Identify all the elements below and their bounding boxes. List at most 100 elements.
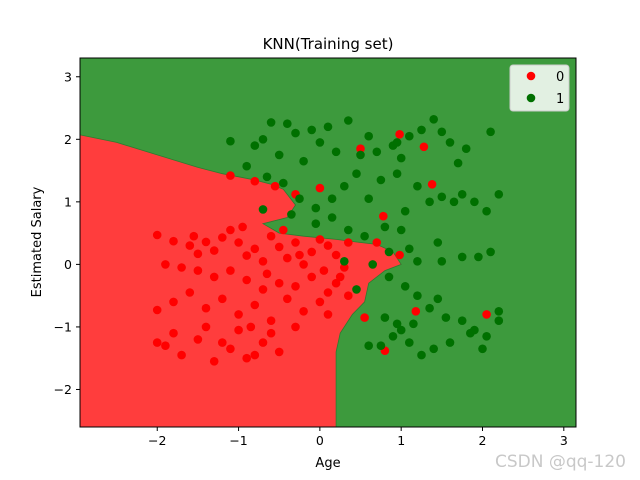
point-class-1 bbox=[376, 341, 386, 351]
point-class-0 bbox=[193, 335, 203, 344]
point-class-0 bbox=[189, 231, 199, 241]
point-class-0 bbox=[226, 344, 235, 354]
x-tick-label: −1 bbox=[229, 433, 247, 448]
point-class-0 bbox=[344, 291, 353, 301]
point-class-0 bbox=[169, 297, 178, 307]
point-class-1 bbox=[466, 328, 475, 338]
x-tick-label: 0 bbox=[316, 433, 324, 448]
point-class-1 bbox=[323, 122, 333, 132]
point-class-0 bbox=[323, 241, 333, 250]
point-class-0 bbox=[283, 253, 292, 263]
point-class-0 bbox=[250, 176, 260, 186]
point-class-1 bbox=[478, 344, 487, 354]
point-class-1 bbox=[405, 338, 414, 347]
point-class-1 bbox=[258, 135, 268, 144]
point-class-0 bbox=[295, 250, 304, 260]
point-class-1 bbox=[400, 206, 410, 216]
point-class-0 bbox=[161, 341, 170, 351]
point-class-0 bbox=[319, 266, 329, 275]
point-class-0 bbox=[323, 310, 333, 319]
legend: 01 bbox=[509, 64, 570, 112]
point-class-0 bbox=[218, 338, 227, 347]
legend-box bbox=[509, 64, 570, 112]
y-axis-ticks: −2 −1 0 1 2 3 bbox=[54, 69, 80, 397]
x-tick-label: −2 bbox=[148, 433, 166, 448]
point-class-1 bbox=[344, 225, 353, 235]
point-class-1 bbox=[457, 252, 467, 262]
point-class-1 bbox=[331, 147, 341, 157]
point-class-1 bbox=[340, 181, 349, 191]
point-class-0 bbox=[482, 310, 491, 319]
point-class-1 bbox=[474, 252, 483, 262]
y-tick-label: 2 bbox=[64, 132, 72, 147]
point-class-1 bbox=[445, 138, 455, 147]
point-class-1 bbox=[258, 205, 268, 214]
point-class-1 bbox=[409, 319, 418, 329]
point-class-1 bbox=[396, 325, 406, 335]
point-class-0 bbox=[395, 250, 404, 260]
point-class-1 bbox=[364, 341, 374, 351]
point-class-1 bbox=[494, 307, 504, 316]
point-class-0 bbox=[209, 272, 219, 282]
point-class-0 bbox=[427, 180, 437, 189]
watermark: CSDN @qq-120 bbox=[494, 452, 626, 472]
x-tick-label: 1 bbox=[397, 433, 405, 448]
point-class-1 bbox=[327, 213, 337, 222]
x-axis-ticks: −2 −1 0 1 2 3 bbox=[148, 427, 568, 448]
point-class-1 bbox=[388, 332, 398, 341]
point-class-0 bbox=[169, 236, 178, 246]
point-class-0 bbox=[315, 183, 325, 193]
point-class-0 bbox=[234, 310, 243, 319]
point-class-1 bbox=[457, 190, 467, 199]
point-class-1 bbox=[494, 316, 504, 326]
point-class-0 bbox=[234, 325, 243, 335]
point-class-0 bbox=[323, 288, 333, 297]
point-class-1 bbox=[433, 238, 443, 247]
plot-frame bbox=[79, 57, 577, 428]
point-class-1 bbox=[315, 138, 325, 147]
point-class-1 bbox=[396, 225, 406, 235]
chart-title: KNN(Training set) bbox=[263, 35, 394, 53]
legend-marker-1 bbox=[526, 93, 536, 103]
point-class-0 bbox=[226, 171, 235, 180]
point-class-1 bbox=[368, 260, 378, 269]
point-class-1 bbox=[307, 125, 317, 135]
point-class-0 bbox=[152, 305, 162, 315]
point-class-1 bbox=[400, 282, 410, 291]
point-class-0 bbox=[193, 266, 203, 275]
point-class-0 bbox=[226, 266, 235, 275]
point-class-1 bbox=[352, 169, 361, 178]
point-class-0 bbox=[177, 263, 186, 272]
point-class-1 bbox=[344, 116, 353, 125]
point-class-0 bbox=[209, 357, 219, 366]
point-class-1 bbox=[384, 272, 394, 282]
point-class-1 bbox=[425, 197, 434, 207]
point-class-0 bbox=[185, 288, 195, 297]
point-class-0 bbox=[258, 338, 268, 347]
point-class-1 bbox=[405, 244, 414, 254]
point-class-0 bbox=[218, 294, 227, 304]
point-class-0 bbox=[161, 260, 170, 269]
point-class-1 bbox=[287, 210, 296, 219]
point-class-1 bbox=[364, 194, 374, 203]
point-class-0 bbox=[335, 272, 345, 282]
point-class-0 bbox=[250, 350, 260, 360]
point-class-0 bbox=[274, 347, 284, 357]
point-class-1 bbox=[482, 332, 491, 341]
point-class-1 bbox=[360, 231, 369, 241]
point-class-1 bbox=[429, 344, 439, 354]
point-class-0 bbox=[152, 338, 162, 347]
point-class-0 bbox=[411, 307, 421, 316]
point-class-0 bbox=[246, 322, 256, 332]
point-class-1 bbox=[417, 125, 426, 135]
point-class-0 bbox=[279, 225, 288, 235]
point-class-1 bbox=[457, 316, 467, 326]
point-class-1 bbox=[356, 150, 365, 160]
point-class-1 bbox=[392, 319, 402, 329]
point-class-0 bbox=[307, 272, 317, 282]
point-class-0 bbox=[307, 247, 317, 257]
point-class-1 bbox=[437, 192, 447, 202]
point-class-1 bbox=[445, 338, 455, 347]
point-class-0 bbox=[340, 263, 349, 272]
